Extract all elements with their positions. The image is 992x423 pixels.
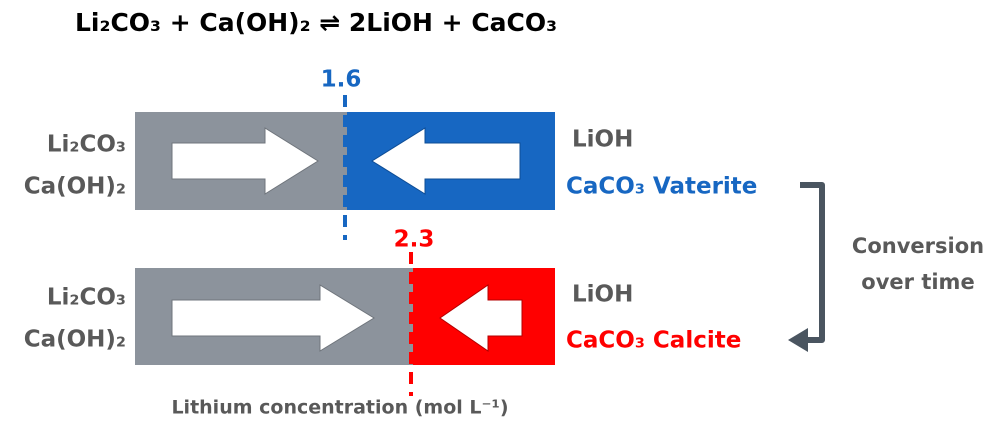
- connector-label: Conversion: [852, 234, 984, 258]
- arrow-left: [371, 127, 521, 195]
- product-label: LiOH: [572, 282, 633, 308]
- arrow-right: [171, 284, 375, 352]
- product-label: CaCO₃ Vaterite: [566, 174, 757, 200]
- axis-label: Lithium concentration (mol L⁻¹): [171, 397, 508, 419]
- boundary-label: 2.3: [394, 227, 435, 253]
- connector-label: over time: [861, 270, 974, 294]
- equation: Li₂CO₃ + Ca(OH)₂ ⇌ 2LiOH + CaCO₃: [75, 8, 557, 37]
- reactant-label: Li₂CO₃: [47, 132, 126, 158]
- connector-head: [788, 328, 808, 352]
- reactant-label: Ca(OH)₂: [24, 327, 126, 353]
- reactant-label: Li₂CO₃: [47, 285, 126, 311]
- connector: [800, 182, 825, 343]
- boundary-label: 1.6: [321, 67, 362, 93]
- product-label: CaCO₃ Calcite: [566, 328, 741, 354]
- arrow-right: [171, 127, 319, 195]
- reactant-label: Ca(OH)₂: [24, 174, 126, 200]
- product-label: LiOH: [572, 127, 633, 153]
- arrow-left: [439, 284, 523, 352]
